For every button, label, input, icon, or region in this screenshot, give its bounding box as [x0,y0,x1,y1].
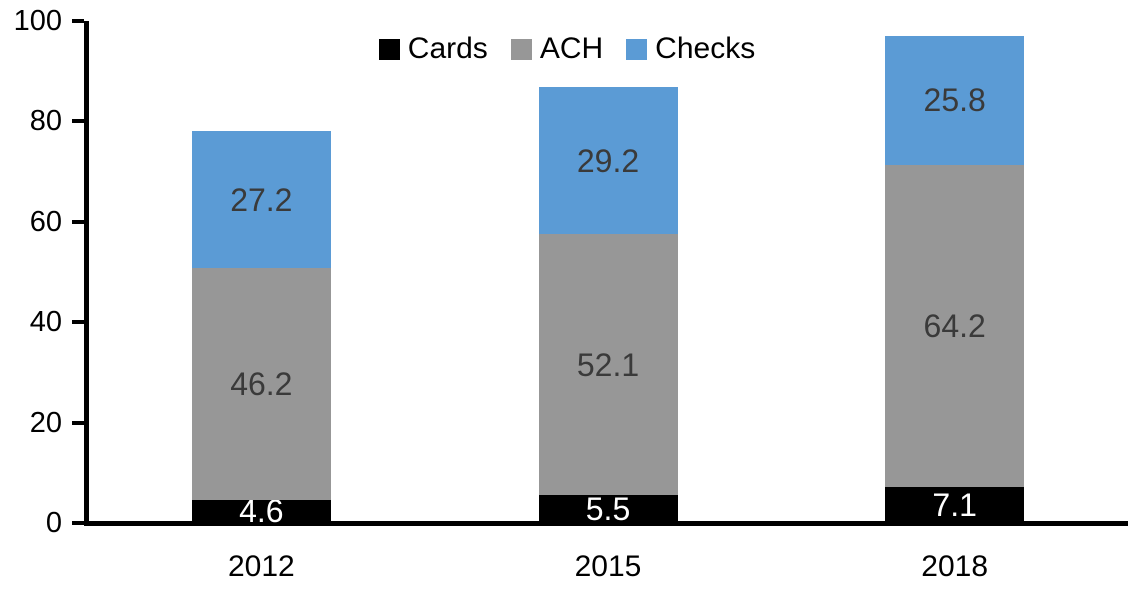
y-axis-tick-label: 0 [45,507,62,539]
bar-value-label-ach-2012: 46.2 [230,365,293,402]
bar-value-label-ach-2018: 64.2 [923,308,986,345]
y-axis-tick [72,119,84,124]
y-axis-tick [72,219,84,224]
y-axis-tick-label: 100 [13,5,62,37]
y-axis-tick [72,521,84,525]
y-axis-line [84,21,89,526]
bar-segment-cards-2012 [191,499,331,523]
bar-value-label-cards-2018: 7.1 [932,487,977,524]
legend-marker-ach [510,38,532,60]
x-axis-label-2012: 2012 [227,550,295,583]
legend-label-cards: Cards [407,32,488,65]
legend-item-cards: Cards [378,32,488,65]
bar-value-label-checks-2015: 29.2 [576,142,640,179]
x-axis-label-2015: 2015 [574,550,642,583]
bar-value-label-cards-2015: 5.5 [585,491,631,528]
x-axis-label-2018: 2018 [921,550,989,583]
y-axis-tick [72,19,84,23]
legend-marker-cards [378,38,400,60]
bar-segment-cards-2015 [538,495,678,523]
bar-segment-cards-2018 [885,487,1025,523]
y-axis-tick-label: 80 [29,105,62,138]
y-axis-tick-label: 20 [29,406,62,439]
bar-segment-checks-2018 [885,35,1025,166]
bar-value-label-checks-2012: 27.2 [230,181,293,218]
bar-segment-checks-2012 [191,131,331,268]
legend-label-checks: Checks [655,32,756,65]
y-axis-tick-label: 60 [29,205,62,238]
bar-value-label-cards-2012: 4.6 [239,493,284,530]
y-axis-tick [72,320,84,325]
bar-value-label-ach-2015: 52.1 [576,346,640,383]
chart-legend: Cards ACH Checks [0,33,1134,65]
bar-segment-ach-2018 [885,165,1025,488]
y-axis-tick [72,420,84,425]
y-axis-tick-label: 40 [29,306,62,339]
bar-segment-ach-2015 [538,233,678,496]
legend-marker-checks [626,38,648,60]
bar-segment-ach-2012 [191,267,331,500]
bar-value-label-checks-2018: 25.8 [923,82,986,119]
x-axis-line [84,521,1128,526]
legend-item-checks: Checks [626,33,755,65]
legend-item-ach: ACH [510,32,604,65]
legend-label-ach: ACH [539,32,604,65]
bar-segment-checks-2015 [538,87,678,234]
